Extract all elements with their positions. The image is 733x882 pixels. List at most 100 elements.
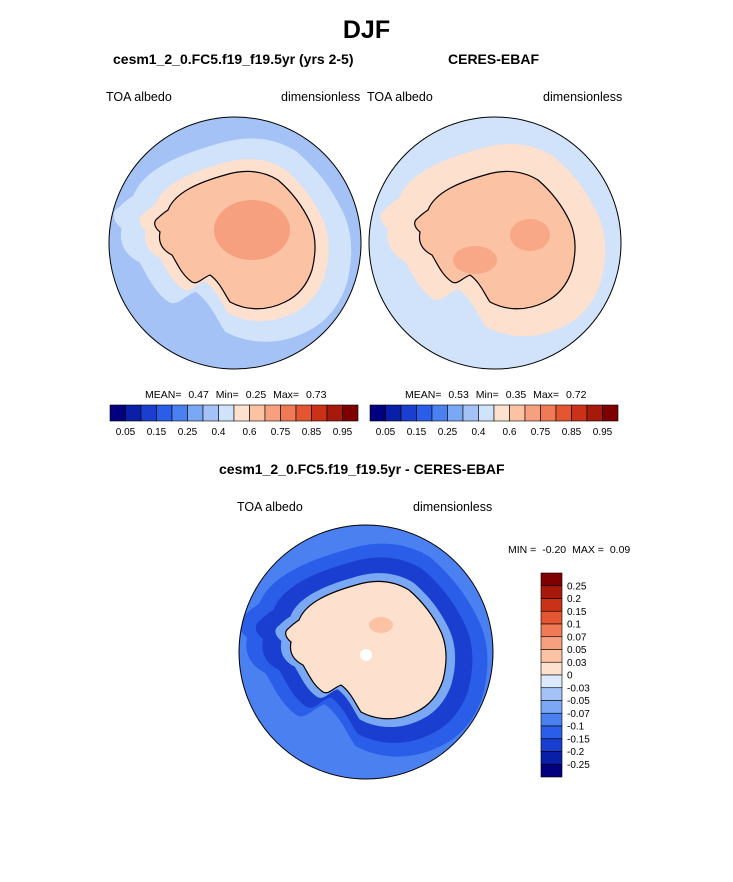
interior-patch [510, 219, 550, 251]
mean-value: 0.47 [188, 389, 209, 401]
max-label: Max= [533, 389, 560, 401]
colorbar-tick-label: 0.6 [243, 427, 257, 438]
colorbar-swatch [540, 700, 563, 714]
panel-model-units-label: dimensionless [281, 90, 361, 104]
panel-diff-units-label: dimensionless [413, 500, 493, 514]
colorbar-diff: 0.25 0.2 0.15 0.10.07 0.05 0.03 0-0.03 -0.05 -0.… [540, 572, 590, 778]
min-value: -0.20 [542, 544, 567, 556]
colorbar-swatch [540, 712, 563, 727]
colorbar-swatch [218, 404, 235, 422]
colorbar-swatch [540, 674, 563, 689]
colorbar-tick-label: 0.6 [503, 427, 517, 438]
colorbar-tick-label: -0.1 [567, 722, 585, 733]
colorbar-swatch [524, 404, 541, 422]
min-value: 0.35 [505, 389, 527, 401]
colorbar-swatch [125, 404, 142, 422]
colorbar-swatch [540, 623, 563, 638]
colorbar-tick-label: 0.85 [302, 427, 322, 438]
min-value: 0.25 [245, 389, 267, 401]
colorbar-tick-label: 0.4 [472, 427, 486, 438]
colorbar-swatch [602, 404, 619, 422]
min-label: Min= [215, 389, 239, 401]
colorbar-tick-label: 0.75 [271, 427, 291, 438]
panel-obs-units-label: dimensionless [543, 90, 623, 104]
min-label: MIN = [508, 544, 537, 556]
colorbar-swatch [493, 404, 510, 422]
colorbar-swatch [187, 404, 204, 422]
colorbar-swatch [295, 404, 312, 422]
colorbar-tick-label: 0.15 [147, 427, 167, 438]
colorbar-swatch [478, 404, 495, 422]
colorbar-swatch [540, 751, 563, 765]
panel-title-diff: cesm1_2_0.FC5.f19_f19.5yr - CERES-EBAF [219, 461, 505, 477]
colorbar-swatch [540, 649, 563, 663]
colorbar-tick-label: 0.75 [531, 427, 551, 438]
colorbar-tick-label: -0.07 [567, 709, 590, 720]
pole-hole [360, 649, 372, 661]
colorbar-tick-label: 0.03 [567, 658, 587, 669]
panel-title-obs: CERES-EBAF [448, 51, 540, 67]
colorbar-swatch [385, 404, 402, 422]
colorbar-swatch [156, 404, 173, 422]
colorbar-tick-label: 0.1 [567, 620, 581, 631]
colorbar-swatch [416, 404, 433, 422]
colorbar-swatch [540, 687, 563, 701]
colorbar-swatch [249, 404, 266, 422]
colorbar-tick-label: -0.05 [567, 696, 590, 707]
mean-label: MEAN= [145, 389, 182, 401]
colorbar-swatch [140, 404, 157, 422]
colorbar-swatch [431, 404, 448, 422]
interior-high-albedo [214, 200, 290, 260]
panel-diff-stats: MIN = -0.20 MAX = 0.09 [508, 544, 630, 556]
map-diff [238, 524, 494, 780]
colorbar-swatch [540, 404, 557, 422]
colorbar-swatch [462, 404, 479, 422]
colorbar-tick-label: -0.2 [567, 747, 585, 758]
colorbar-tick-label: -0.03 [567, 683, 590, 694]
map-border [368, 116, 622, 370]
colorbar-model: 0.05 0.15 0.25 0.4 0.6 0.75 0.85 0.95 [109, 404, 359, 438]
colorbar-swatch [571, 404, 588, 422]
max-value: 0.09 [609, 544, 631, 556]
colorbar-tick-label: 0.05 [116, 427, 136, 438]
colorbar-tick-label: 0.4 [212, 427, 226, 438]
colorbar-swatch [540, 572, 563, 587]
map-obs [368, 116, 622, 370]
colorbar-swatch [540, 725, 563, 740]
colorbar-swatch [509, 404, 526, 422]
max-label: Max= [273, 389, 300, 401]
colorbar-swatch [540, 636, 563, 650]
colorbar-tick-label: 0.85 [562, 427, 582, 438]
colorbar-swatch [540, 610, 563, 625]
colorbar-swatch [202, 404, 219, 422]
map-border [108, 116, 362, 370]
colorbar-swatch [109, 404, 126, 422]
panel-title-model: cesm1_2_0.FC5.f19_f19.5yr (yrs 2-5) [113, 51, 354, 67]
colorbar-swatch [540, 763, 563, 778]
colorbar-swatch [342, 404, 359, 422]
colorbar-tick-label: 0.05 [376, 427, 396, 438]
colorbar-swatch [326, 404, 343, 422]
colorbar-swatch [233, 404, 250, 422]
colorbar-swatch [264, 404, 281, 422]
map-model [108, 116, 362, 370]
colorbar-tick-label: 0.95 [333, 427, 353, 438]
max-label: MAX = [572, 544, 604, 556]
colorbar-tick-label: 0.95 [593, 427, 613, 438]
panel-obs-stats: MEAN= 0.53 Min= 0.35 Max= 0.72 [405, 389, 586, 401]
colorbar-obs: 0.05 0.15 0.25 0.4 0.6 0.75 0.85 0.95 [369, 404, 619, 438]
colorbar-swatch [540, 598, 563, 612]
colorbar-tick-label: -0.25 [567, 760, 590, 771]
colorbar-tick-label: 0.15 [407, 427, 427, 438]
colorbar-swatch [280, 404, 297, 422]
max-value: 0.73 [305, 389, 327, 401]
colorbar-swatch [540, 585, 563, 599]
colorbar-swatch [540, 738, 563, 752]
min-label: Min= [475, 389, 499, 401]
colorbar-swatch [171, 404, 188, 422]
colorbar-tick-label: 0.2 [567, 594, 581, 605]
colorbar-swatch [447, 404, 464, 422]
positive-anomaly [369, 617, 393, 633]
page-title: DJF [342, 16, 391, 44]
